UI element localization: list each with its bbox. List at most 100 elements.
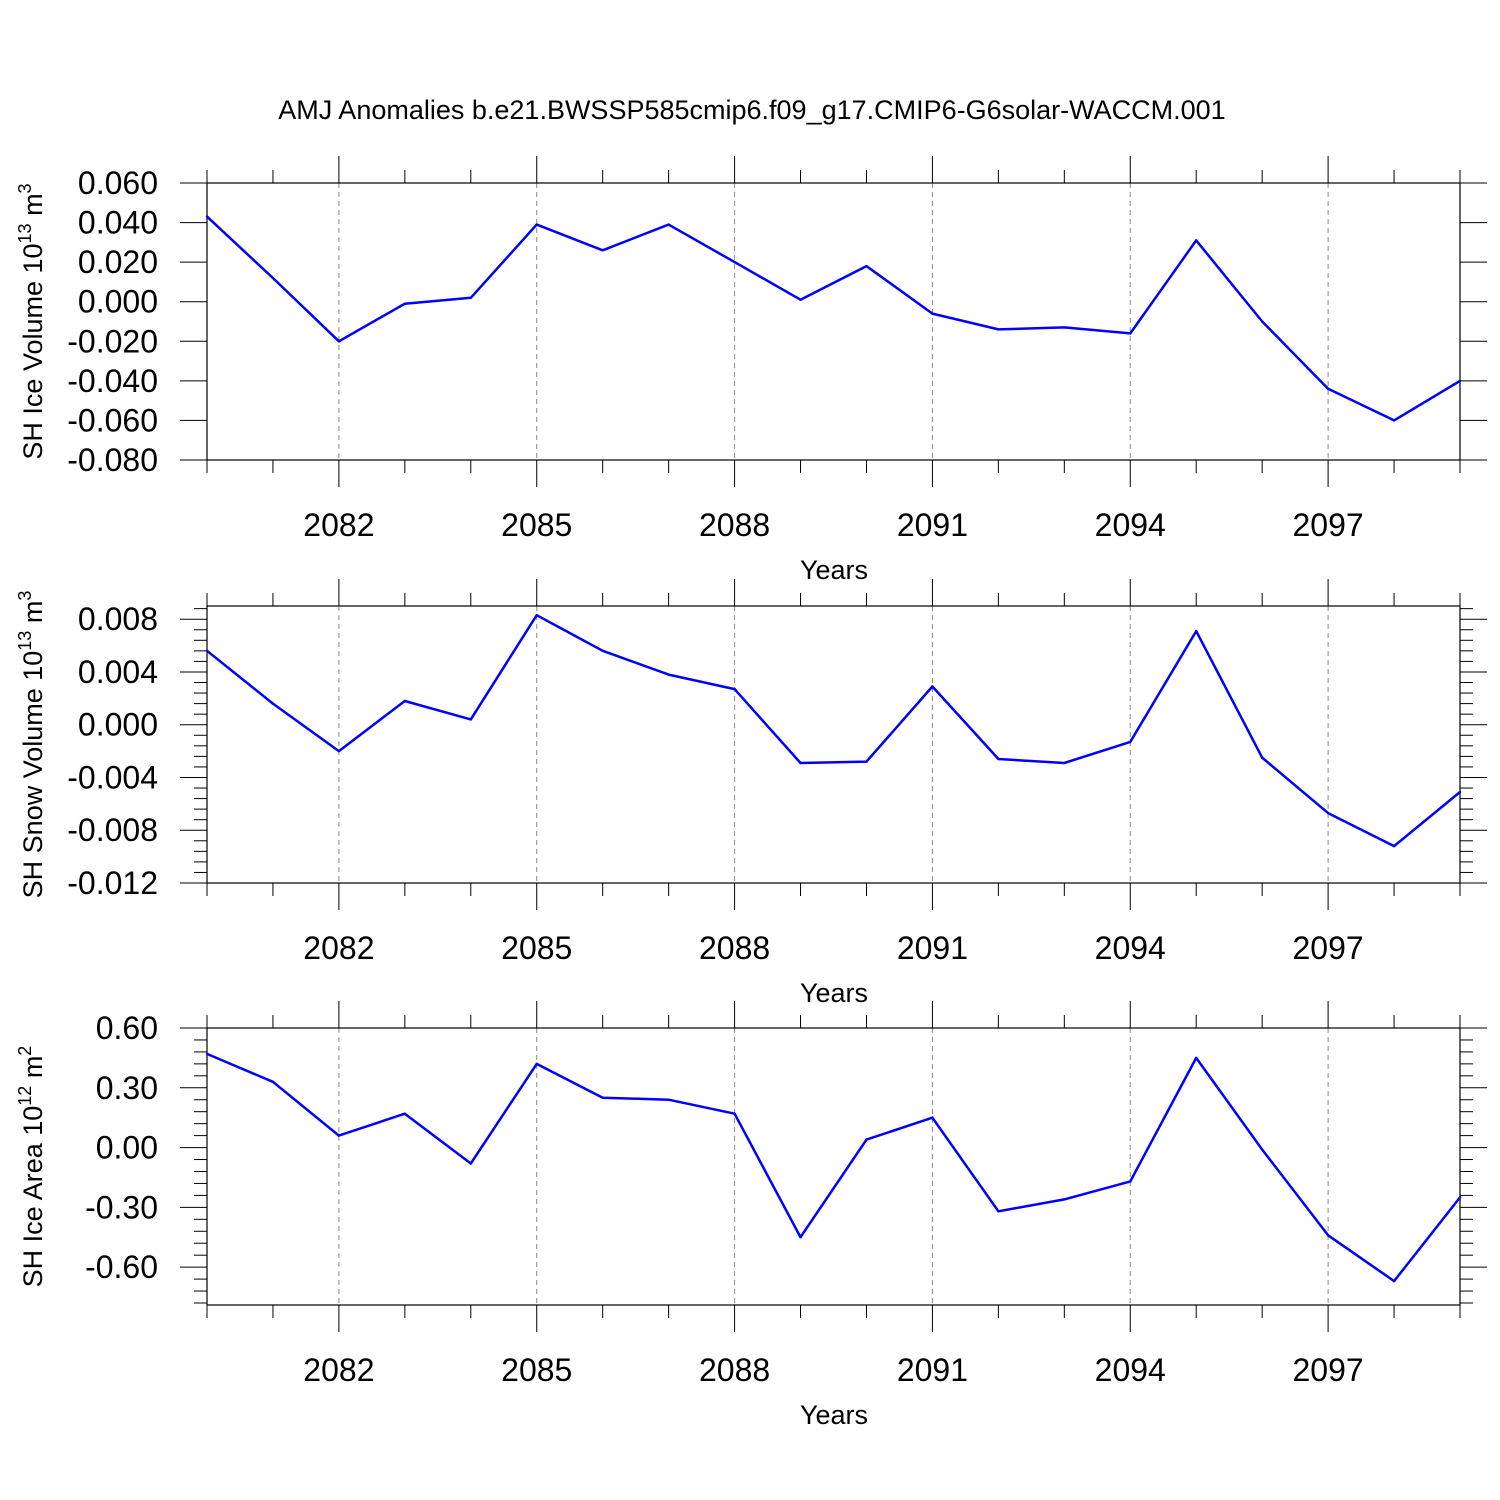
data-point bbox=[403, 302, 407, 305]
data-point bbox=[1458, 1196, 1462, 1199]
data-point bbox=[1195, 629, 1198, 633]
y-tick-label: -0.004 bbox=[67, 759, 158, 795]
data-point bbox=[535, 614, 538, 617]
data-point bbox=[799, 298, 802, 301]
x-tick-label: 2088 bbox=[699, 507, 770, 543]
x-tick-label: 2085 bbox=[501, 930, 572, 966]
x-tick-label: 2082 bbox=[303, 507, 374, 543]
data-point bbox=[865, 760, 868, 763]
data-point bbox=[997, 757, 1000, 761]
x-tick-label: 2091 bbox=[897, 507, 968, 543]
data-point bbox=[337, 749, 341, 753]
plot-frame bbox=[206, 182, 1461, 461]
y-tick-label: -0.008 bbox=[67, 812, 158, 848]
x-tick-label: 2091 bbox=[897, 930, 968, 966]
series-line bbox=[206, 1052, 1461, 1283]
data-point bbox=[601, 249, 604, 252]
data-point bbox=[205, 649, 209, 653]
data-point bbox=[1260, 320, 1264, 323]
x-tick-label: 2097 bbox=[1293, 1352, 1364, 1388]
chart-panel-1: 2082 2085 2088 2091 2094 2097 Years 0.060 0.040 0… bbox=[15, 156, 1487, 585]
plot-frame bbox=[206, 605, 1461, 884]
series-line bbox=[206, 613, 1461, 848]
data-point bbox=[469, 296, 472, 299]
data-point bbox=[1063, 761, 1066, 765]
y-tick-label: 0.000 bbox=[78, 284, 158, 320]
y-tick-label: -0.040 bbox=[67, 363, 158, 399]
data-point bbox=[1063, 1198, 1066, 1201]
x-axis-label: Years bbox=[800, 555, 868, 585]
data-point bbox=[535, 1062, 538, 1066]
x-axis-label: Years bbox=[800, 978, 868, 1008]
series-line bbox=[206, 215, 1461, 422]
y-tick-label: 0.30 bbox=[96, 1070, 158, 1106]
x-tick-label: 2097 bbox=[1293, 507, 1364, 543]
data-point bbox=[1458, 790, 1462, 794]
data-point bbox=[931, 312, 934, 315]
y-tick-label: 0.60 bbox=[96, 1010, 158, 1046]
y-tick-label: -0.30 bbox=[85, 1189, 158, 1225]
data-point bbox=[469, 718, 472, 721]
x-tick-label: 2085 bbox=[501, 507, 572, 543]
y-tick-label: -0.060 bbox=[67, 402, 158, 438]
data-point bbox=[667, 223, 670, 226]
x-tick-label: 2088 bbox=[699, 1352, 770, 1388]
data-point bbox=[667, 673, 670, 676]
chart-panel-3: 2082 2085 2088 2091 2094 2097 Years 0.60 0.30 0.0… bbox=[15, 1001, 1487, 1430]
x-tick-label: 2082 bbox=[303, 930, 374, 966]
x-tick-label: 2094 bbox=[1095, 507, 1166, 543]
data-point bbox=[271, 1080, 275, 1084]
data-point bbox=[1458, 379, 1462, 383]
y-tick-label: 0.000 bbox=[78, 707, 158, 743]
data-point bbox=[1392, 1279, 1396, 1283]
data-point bbox=[799, 1236, 802, 1239]
y-axis-label: SH Snow Volume 1013 m3 bbox=[15, 591, 48, 899]
y-tick-label: 0.040 bbox=[78, 205, 158, 241]
data-point bbox=[403, 699, 407, 703]
y-tick-label: 0.008 bbox=[78, 601, 158, 637]
data-point bbox=[271, 276, 275, 280]
data-point bbox=[1392, 419, 1396, 422]
y-tick-label: -0.60 bbox=[85, 1249, 158, 1285]
data-point bbox=[205, 215, 209, 218]
data-point bbox=[733, 260, 736, 264]
data-point bbox=[865, 1138, 868, 1141]
data-point bbox=[1195, 1056, 1198, 1060]
figure-title: AMJ Anomalies b.e21.BWSSP585cmip6.f09_g1… bbox=[278, 95, 1225, 125]
plot-frame bbox=[206, 1027, 1461, 1306]
data-point bbox=[601, 649, 604, 653]
chart-panel-2: 2082 2085 2088 2091 2094 2097 Years 0.008 0.004 0… bbox=[15, 579, 1487, 1008]
data-point bbox=[733, 687, 736, 691]
data-point bbox=[865, 264, 868, 268]
x-tick-label: 2097 bbox=[1293, 930, 1364, 966]
data-point bbox=[1260, 756, 1264, 759]
data-point bbox=[997, 1210, 1000, 1213]
y-axis-label: SH Ice Volume 1013 m3 bbox=[15, 183, 48, 459]
data-point bbox=[733, 1112, 736, 1115]
data-point bbox=[205, 1052, 209, 1056]
x-tick-label: 2088 bbox=[699, 930, 770, 966]
data-point bbox=[1260, 1148, 1264, 1151]
data-point bbox=[931, 1116, 934, 1119]
data-point bbox=[337, 340, 341, 343]
data-point bbox=[1129, 332, 1132, 335]
y-tick-label: 0.060 bbox=[78, 165, 158, 201]
y-tick-label: -0.012 bbox=[67, 865, 158, 901]
data-point bbox=[271, 702, 275, 705]
data-point bbox=[1129, 740, 1132, 744]
data-point bbox=[1195, 239, 1198, 242]
x-tick-label: 2085 bbox=[501, 1352, 572, 1388]
data-point bbox=[1129, 1180, 1132, 1183]
data-point bbox=[1326, 1234, 1330, 1237]
y-tick-label: -0.020 bbox=[67, 323, 158, 359]
x-tick-label: 2094 bbox=[1095, 1352, 1166, 1388]
x-tick-label: 2094 bbox=[1095, 930, 1166, 966]
x-axis-label: Years bbox=[800, 1400, 868, 1430]
data-point bbox=[337, 1134, 341, 1137]
data-point bbox=[403, 1112, 407, 1115]
x-tick-label: 2091 bbox=[897, 1352, 968, 1388]
panels: 2082 2085 2088 2091 2094 2097 Years 0.060 0.040 0… bbox=[15, 156, 1487, 1430]
y-tick-label: 0.004 bbox=[78, 654, 158, 690]
data-point bbox=[997, 328, 1000, 331]
